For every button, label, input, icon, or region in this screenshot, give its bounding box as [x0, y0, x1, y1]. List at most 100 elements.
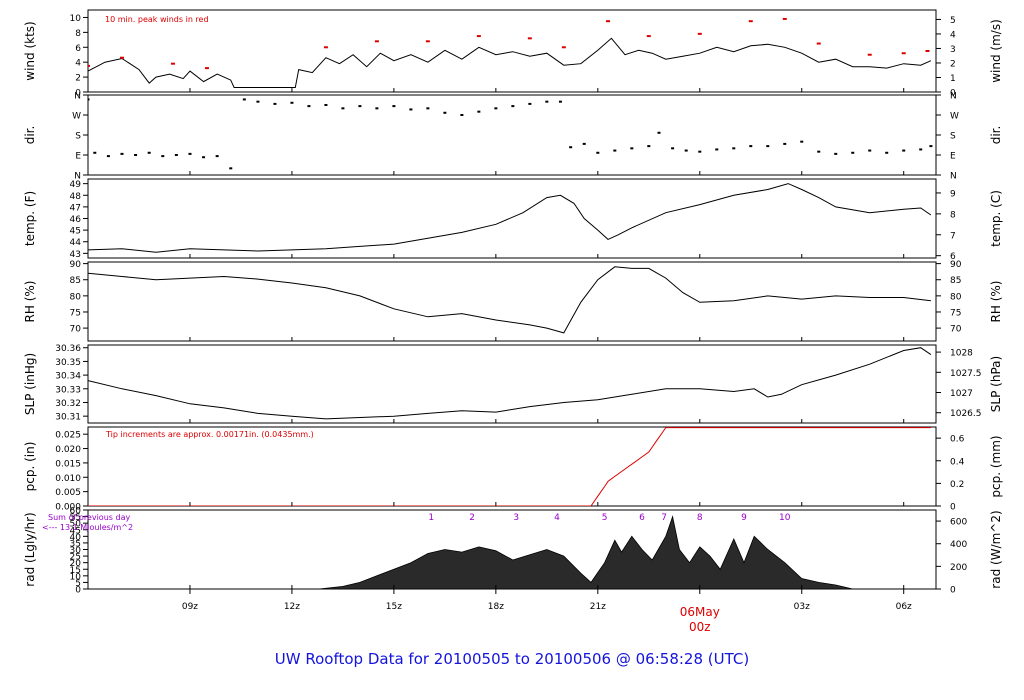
dir-point	[443, 111, 447, 114]
series-line	[88, 37, 932, 88]
hour-marker: 5	[602, 513, 608, 523]
dir-point	[834, 152, 838, 155]
dir-point	[88, 98, 90, 101]
ytick-label: 85	[70, 276, 81, 286]
right-ytick-label: 200	[950, 563, 967, 573]
plot-area	[319, 515, 931, 589]
right-ytick-label: 8	[950, 210, 956, 220]
ytick-label: 30.35	[55, 358, 81, 368]
right-ytick-label: 0.6	[950, 435, 965, 445]
panel-rh: 70 75 80 85 90 70 75 80 85 90 RH (%) RH (%)	[23, 260, 1003, 342]
ytick-label: S	[75, 132, 81, 142]
right-ytick-label: 75	[950, 308, 961, 318]
xtick-label: 03z	[794, 602, 810, 612]
peak-wind-mark	[561, 46, 566, 49]
peak-wind-mark	[867, 53, 872, 56]
figure-title: UW Rooftop Data for 20100505 to 20100506…	[274, 650, 750, 668]
hour-marker: 2	[469, 513, 475, 523]
peak-wind-mark	[204, 67, 209, 70]
hour-marker: 4	[554, 513, 560, 523]
ytick-label: 55	[70, 513, 81, 523]
panel-frame	[87, 178, 937, 259]
peak-wind-mark	[374, 40, 379, 43]
hour-marker: 3	[513, 513, 519, 523]
dir-point	[147, 151, 151, 154]
dir-point	[783, 142, 787, 145]
peak-wind-mark	[119, 56, 124, 59]
dir-point	[511, 105, 515, 108]
plot-area	[88, 347, 932, 420]
dir-point	[929, 145, 933, 148]
ytick-label: 2	[75, 74, 81, 84]
peak-wind-mark	[816, 42, 821, 45]
ytick-label: 0	[75, 89, 81, 99]
peak-wind-mark	[88, 64, 90, 67]
dir-point	[902, 149, 906, 152]
ytick-label: 25	[70, 553, 81, 563]
ytick-label: 80	[70, 292, 82, 302]
peak-wind-mark	[697, 32, 702, 35]
dir-point	[817, 150, 821, 153]
right-ytick-label: 0.4	[950, 457, 965, 467]
hour-marker: 9	[741, 513, 747, 523]
peak-wind-mark	[782, 17, 787, 20]
right-ytick-label: 0	[950, 503, 956, 513]
ytick-label: 60	[70, 507, 82, 517]
plot-area	[88, 17, 932, 88]
ytick-label: 45	[70, 526, 81, 536]
dir-point	[256, 100, 260, 103]
right-ytick-label: 1027.5	[950, 369, 982, 379]
right-ytick-label: 400	[950, 540, 967, 550]
right-ytick-label: 1028	[950, 349, 973, 359]
ytick-label: 49	[70, 180, 82, 190]
panel-pcp: 0.000 0.005 0.010 0.015 0.020 0.025 0 0.2 0.4 0.6…	[23, 426, 1003, 513]
ytick-label: 75	[70, 308, 81, 318]
panel-frame	[87, 261, 937, 342]
date-sub-label: 00z	[689, 620, 711, 634]
xtick-label: 18z	[488, 602, 504, 612]
peak-wind-mark	[925, 50, 930, 52]
peak-wind-mark	[606, 20, 611, 23]
dir-point	[134, 154, 138, 156]
dir-point	[358, 105, 362, 108]
dir-point	[647, 145, 651, 148]
series-line	[88, 427, 931, 506]
right-ytick-label: 70	[950, 325, 962, 335]
dir-point	[409, 108, 413, 111]
ylabel-right: temp. (C)	[989, 190, 1003, 247]
plot-area	[88, 427, 931, 506]
dir-point	[460, 114, 464, 116]
ylabel-left: wind (kts)	[23, 21, 37, 80]
dir-point	[749, 145, 753, 148]
right-ytick-label: 1026.5	[950, 409, 982, 419]
xtick-label: 12z	[284, 602, 300, 612]
dir-point	[161, 155, 165, 158]
wind-annotation: 10 min. peak winds in red	[105, 15, 209, 24]
date-label: 06May	[680, 605, 720, 619]
rad-annotation: Sum of previous day	[48, 513, 130, 522]
dir-point	[868, 149, 872, 152]
ytick-label: 0.005	[55, 488, 81, 498]
dir-point	[613, 149, 617, 152]
ytick-label: 30.34	[55, 372, 81, 382]
ytick-label: W	[72, 112, 81, 122]
ytick-label: 46	[70, 215, 82, 225]
peak-wind-mark	[323, 46, 328, 49]
ylabel-right: SLP (hPa)	[989, 356, 1003, 412]
panel-slp: 30.31 30.32 30.33 30.34 30.35 30.36 1026.5 1027…	[23, 344, 1003, 424]
right-ytick-label: N	[950, 172, 957, 182]
ytick-label: 70	[70, 325, 82, 335]
dir-point	[426, 107, 430, 110]
hour-marker: 1	[428, 513, 434, 523]
right-ytick-label: 3	[950, 45, 956, 55]
ytick-label: 47	[70, 203, 81, 213]
dir-point	[273, 102, 277, 105]
ytick-label: 10	[70, 572, 82, 582]
hour-marker: 10	[779, 513, 791, 523]
peak-wind-mark	[748, 20, 753, 23]
series-line	[88, 347, 932, 420]
series-line	[88, 183, 932, 253]
ytick-label: 4	[75, 59, 81, 69]
